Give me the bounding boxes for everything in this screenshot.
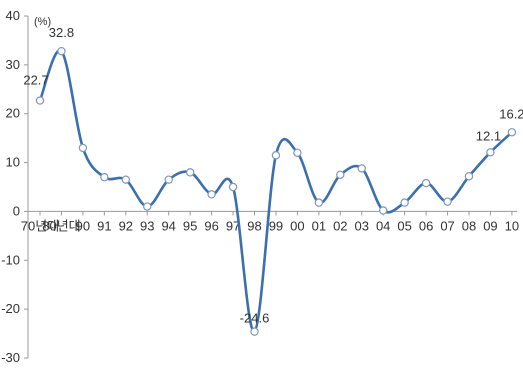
x-tick-label: 04 [376,218,390,233]
x-tick-label: 06 [419,218,433,233]
x-tick-label: 10 [505,218,519,233]
data-point [185,168,195,177]
data-label: 22.7 [23,73,48,88]
x-tick-label: 70년대 [21,218,59,233]
data-label: 16.2 [499,106,523,121]
data-label: 12.1 [476,128,501,143]
data-point [100,173,109,182]
data-point [78,143,88,153]
x-tick-label: 99 [269,218,283,233]
x-tick-label: 98 [247,218,261,233]
data-point [314,198,324,207]
data-point [400,198,409,207]
x-tick-label: 09 [483,218,497,233]
data-point [121,175,131,184]
data-point [336,170,345,179]
y-tick-label: 30 [6,57,20,72]
x-tick-label: 01 [312,218,326,233]
data-point [228,182,238,192]
x-tick-label: 00 [290,218,304,233]
data-point [57,46,66,56]
data-point [35,96,45,105]
data-point [207,190,216,199]
y-tick-label: 10 [6,155,20,170]
data-point [421,178,431,188]
y-tick-label: -30 [1,350,20,365]
data-label: -24.6 [240,311,270,326]
y-tick-label: -20 [1,301,20,316]
x-tick-label: 02 [333,218,347,233]
x-tick-label: 93 [140,218,154,233]
data-point [443,197,452,206]
data-point [486,148,495,157]
x-tick-label: 91 [97,218,111,233]
data-point [357,164,366,173]
data-point [379,206,388,215]
data-point [271,151,281,160]
x-tick-label: 80년대 [42,218,80,233]
data-label: 32.8 [49,25,74,40]
series-line [38,49,513,333]
y-tick-label: 20 [6,106,20,121]
x-tick-label: 03 [355,218,369,233]
x-tick-label: 96 [204,218,218,233]
x-tick-label: 97 [226,218,240,233]
y-tick-label: -10 [1,252,20,267]
x-tick-label: 08 [462,218,476,233]
data-point [507,128,517,137]
x-tick-label: 07 [440,218,454,233]
x-tick-label: 90 [76,218,90,233]
x-tick-label: 95 [183,218,197,233]
data-point [143,202,152,211]
data-point [164,175,173,184]
unit-label: (%) [34,16,51,28]
data-point [250,327,259,336]
y-tick-label: 0 [13,203,20,218]
x-tick-label: 94 [161,218,175,233]
x-tick-label: 92 [119,218,133,233]
x-tick-label: 05 [397,218,411,233]
data-point [293,148,302,157]
y-tick-label: 40 [6,8,20,23]
data-point [464,172,474,181]
